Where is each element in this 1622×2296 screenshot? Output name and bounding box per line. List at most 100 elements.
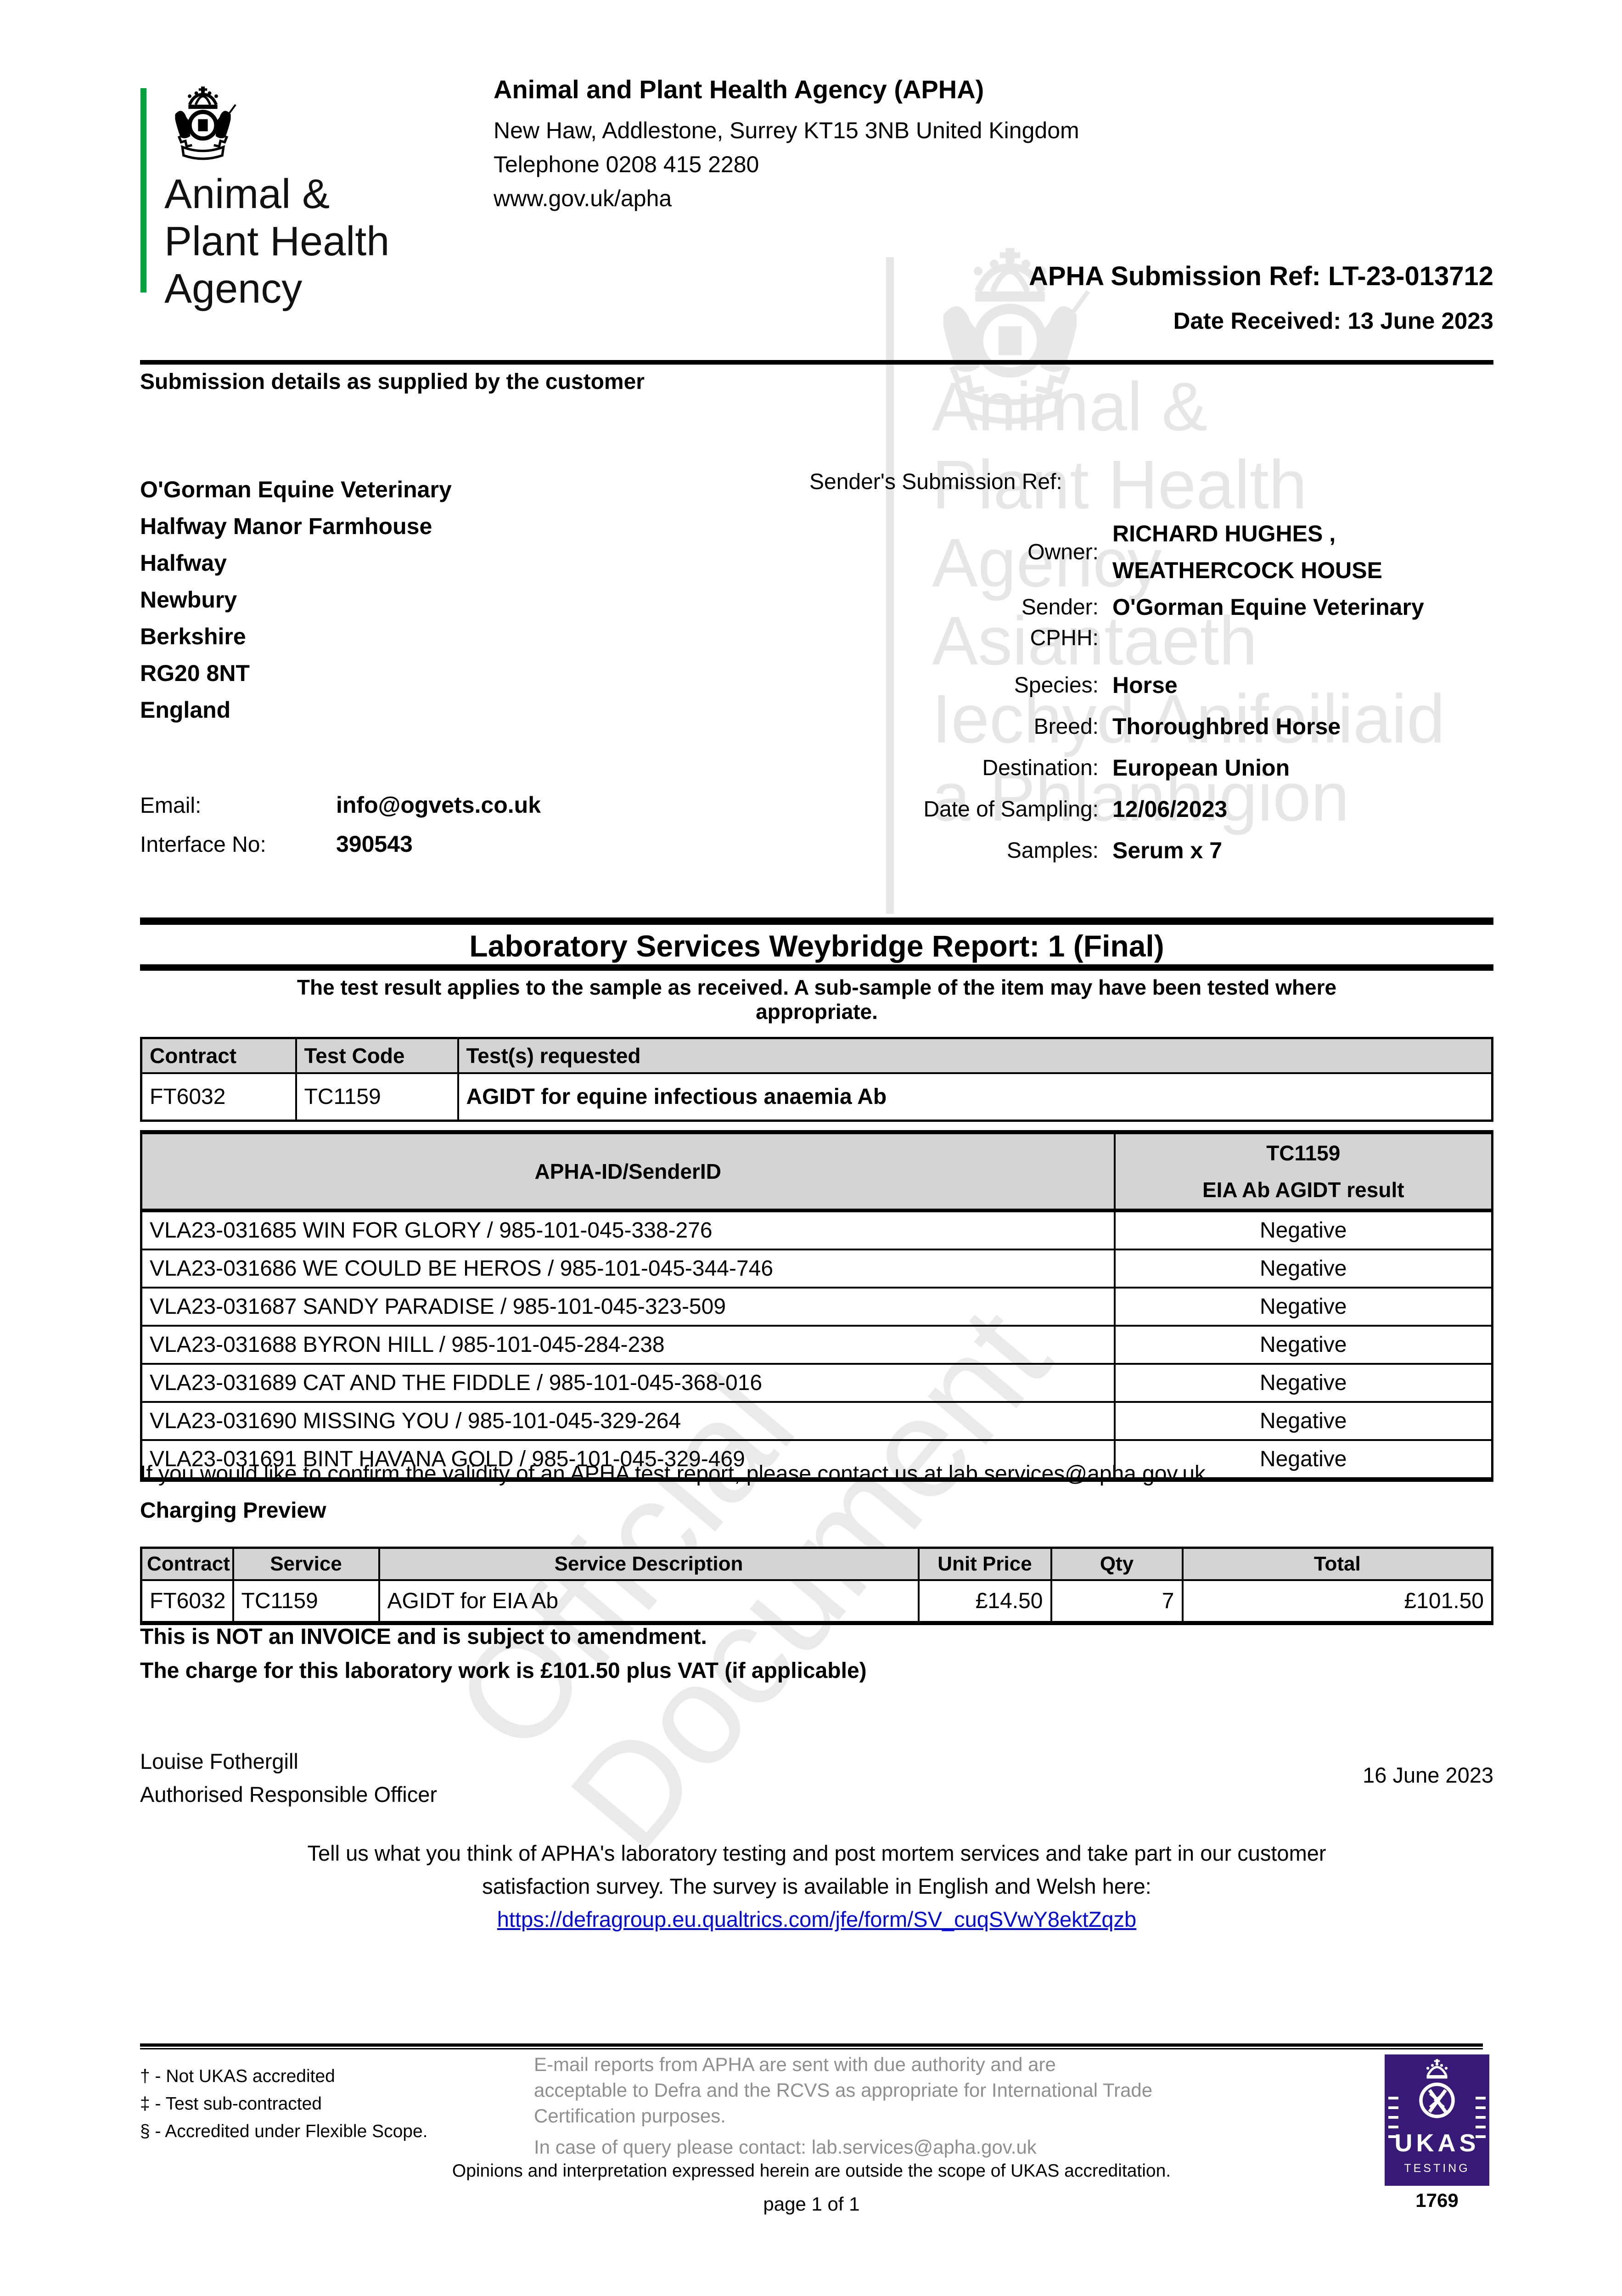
cell-result: Negative <box>1113 1325 1493 1365</box>
species-label: Species: <box>1014 673 1099 698</box>
cell-result: Negative <box>1113 1439 1493 1480</box>
cell-total: £101.50 <box>1181 1579 1493 1624</box>
detail-row-sampling-date: Date of Sampling: 12/06/2023 <box>808 791 1493 827</box>
table-row: VLA23-031691 BINT HAVANA GOLD / 985-101-… <box>140 1439 1493 1480</box>
section-title: Submission details as supplied by the cu… <box>140 370 645 394</box>
table-row: VLA23-031689 CAT AND THE FIDDLE / 985-10… <box>140 1363 1493 1403</box>
column-header-contract: Contract <box>140 1547 234 1581</box>
report-note: The test result applies to the sample as… <box>140 975 1493 1024</box>
results-table: APHA-ID/SenderID TC1159 EIA Ab AGIDT res… <box>140 1130 1493 1482</box>
survey-link[interactable]: https://defragroup.eu.qualtrics.com/jfe/… <box>497 1907 1137 1931</box>
table-row: VLA23-031687 SANDY PARADISE / 985-101-04… <box>140 1287 1493 1327</box>
cell-test-code: TC1159 <box>295 1072 459 1122</box>
cell-sample-id: VLA23-031689 CAT AND THE FIDDLE / 985-10… <box>140 1363 1116 1403</box>
ukas-ruler-ticks <box>1388 2097 1398 2144</box>
column-header-tests-requested: Test(s) requested <box>457 1037 1493 1074</box>
not-invoice-line: This is NOT an INVOICE and is subject to… <box>140 1625 707 1649</box>
detail-row-destination: Destination: European Union <box>808 749 1493 786</box>
ukas-scope-note: Opinions and interpretation expressed he… <box>452 2161 1171 2181</box>
charging-preview-table: Contract Service Service Description Uni… <box>140 1547 1493 1625</box>
agency-website: www.gov.uk/apha <box>494 186 672 211</box>
destination-label: Destination: <box>982 755 1099 780</box>
column-header-service-description: Service Description <box>378 1547 920 1581</box>
column-header-apha-id: APHA-ID/SenderID <box>140 1131 1116 1212</box>
footnote-line: † - Not UKAS accredited <box>140 2066 335 2086</box>
cell-result: Negative <box>1113 1363 1493 1403</box>
address-line: O'Gorman Equine Veterinary <box>140 477 452 502</box>
email-label: Email: <box>140 793 202 818</box>
survey-block: Tell us what you think of APHA's laborat… <box>140 1837 1493 1936</box>
officer-role: Authorised Responsible Officer <box>140 1782 438 1806</box>
submission-reference-block: APHA Submission Ref: LT-23-013712 Date R… <box>1029 261 1493 334</box>
sampling-date-label: Date of Sampling: <box>923 797 1099 822</box>
detail-row-species: Species: Horse <box>808 667 1493 703</box>
cell-service: TC1159 <box>232 1579 380 1624</box>
samples-label: Samples: <box>1006 838 1099 863</box>
footer-rule <box>140 2043 1483 2049</box>
address-line: England <box>140 697 231 723</box>
cell-result: Negative <box>1113 1401 1493 1441</box>
detail-row-owner: Owner: RICHARD HUGHES , WEATHERCOCK HOUS… <box>808 515 1493 589</box>
column-header-test-code: Test Code <box>295 1037 459 1074</box>
cell-unit-price: £14.50 <box>917 1579 1052 1624</box>
owner-line: RICHARD HUGHES , <box>1112 521 1336 546</box>
customer-address: O'Gorman Equine Veterinary Halfway Manor… <box>140 471 452 728</box>
cell-qty: 7 <box>1050 1579 1184 1624</box>
samples-value: Serum x 7 <box>1112 838 1223 863</box>
column-header-contract: Contract <box>140 1037 297 1074</box>
cell-result: Negative <box>1113 1210 1493 1250</box>
notice-line: E-mail reports from APHA are sent with d… <box>534 2054 1056 2075</box>
header-rule <box>140 360 1493 365</box>
column-header-result: TC1159 EIA Ab AGIDT result <box>1113 1131 1493 1212</box>
title-rule-top <box>140 917 1493 925</box>
title-rule-bottom <box>140 964 1493 971</box>
table-header-row: Contract Service Service Description Uni… <box>140 1547 1493 1581</box>
invoice-disclaimer: This is NOT an INVOICE and is subject to… <box>140 1620 867 1688</box>
logo-green-bar <box>140 88 146 293</box>
cell-service-description: AGIDT for EIA Ab <box>378 1579 920 1624</box>
report-note-line: The test result applies to the sample as… <box>297 975 1337 999</box>
table-row: VLA23-031686 WE COULD BE HEROS / 985-101… <box>140 1249 1493 1289</box>
cell-contract: FT6032 <box>140 1579 234 1624</box>
detail-row-samples: Samples: Serum x 7 <box>808 832 1493 869</box>
ukas-logo: UKAS TESTING <box>1385 2054 1489 2186</box>
ukas-name: UKAS <box>1394 2129 1480 2157</box>
table-row: VLA23-031685 WIN FOR GLORY / 985-101-045… <box>140 1210 1493 1250</box>
table-row: FT6032 TC1159 AGIDT for equine infectiou… <box>140 1072 1493 1122</box>
watermark-line: Asiantaeth <box>932 602 1257 679</box>
address-line: Newbury <box>140 587 237 613</box>
survey-text-line: satisfaction survey. The survey is avail… <box>482 1874 1151 1898</box>
accreditation-footnotes: † - Not UKAS accredited ‡ - Test sub-con… <box>140 2063 428 2145</box>
interface-no-label: Interface No: <box>140 833 266 857</box>
table-row: VLA23-031690 MISSING YOU / 985-101-045-3… <box>140 1401 1493 1441</box>
submission-ref: APHA Submission Ref: LT-23-013712 <box>1028 261 1493 291</box>
ukas-crown-icon <box>1419 2059 1455 2118</box>
ukas-ruler-ticks <box>1476 2097 1486 2144</box>
ukas-type: TESTING <box>1404 2162 1470 2175</box>
address-line: Halfway <box>140 550 227 576</box>
table-row: FT6032 TC1159 AGIDT for EIA Ab £14.50 7 … <box>140 1579 1493 1624</box>
destination-value: European Union <box>1112 755 1290 781</box>
column-header-total: Total <box>1181 1547 1493 1581</box>
owner-line: WEATHERCOCK HOUSE <box>1112 557 1382 583</box>
charge-note-line: The charge for this laboratory work is £… <box>140 1659 867 1683</box>
email-authority-notice: E-mail reports from APHA are sent with d… <box>534 2052 1480 2160</box>
watermark-bar <box>886 257 894 914</box>
ukas-accreditation-number: 1769 <box>1415 2189 1459 2211</box>
watermark-line: a Phlanhigion <box>932 758 1350 835</box>
cell-sample-id: VLA23-031687 SANDY PARADISE / 985-101-04… <box>140 1287 1116 1327</box>
sender-value: O'Gorman Equine Veterinary <box>1112 594 1424 620</box>
validity-note: If you would like to confirm the validit… <box>140 1462 1206 1486</box>
query-contact-line: In case of query please contact: lab.ser… <box>534 2136 1037 2158</box>
cell-sample-id: VLA23-031686 WE COULD BE HEROS / 985-101… <box>140 1249 1116 1289</box>
report-note-line: appropriate. <box>756 1000 878 1024</box>
sampling-date-value: 12/06/2023 <box>1112 796 1228 822</box>
charging-preview-title: Charging Preview <box>140 1498 326 1523</box>
owner-value: RICHARD HUGHES , WEATHERCOCK HOUSE <box>1112 515 1382 589</box>
result-header-test-code: TC1159 <box>1266 1141 1341 1165</box>
email-value: info@ogvets.co.uk <box>336 792 541 818</box>
notice-line: Certification purposes. <box>534 2105 726 2127</box>
species-value: Horse <box>1112 672 1178 698</box>
detail-row-breed: Breed: Thoroughbred Horse <box>808 708 1493 745</box>
column-header-unit-price: Unit Price <box>917 1547 1052 1581</box>
